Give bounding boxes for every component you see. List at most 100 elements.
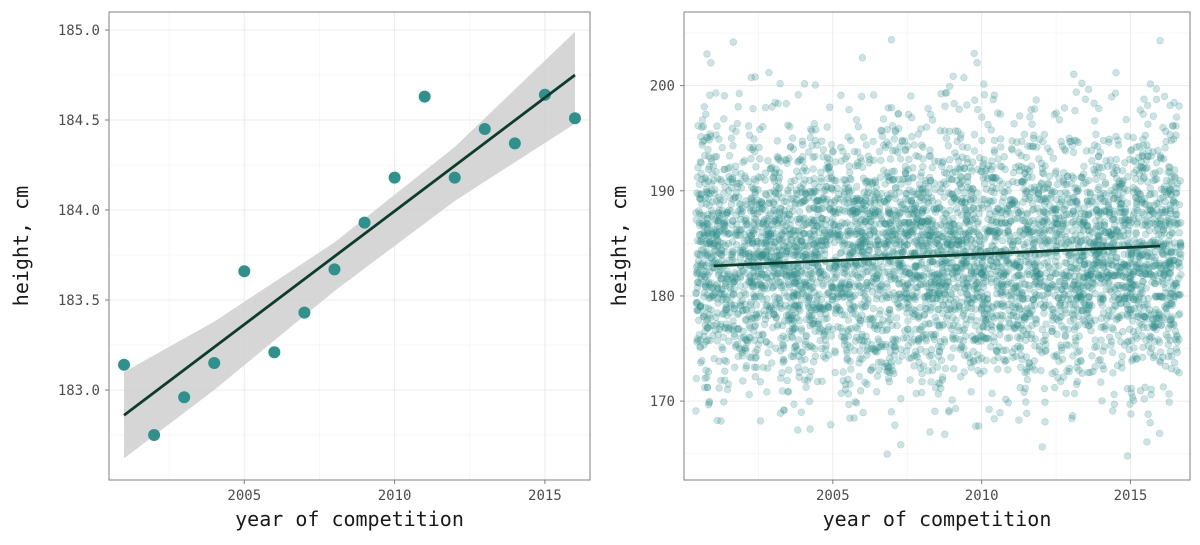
jitter-point	[968, 243, 976, 251]
jitter-point	[692, 407, 700, 415]
jitter-point	[842, 346, 851, 354]
jitter-point	[827, 173, 836, 181]
jitter-point	[926, 319, 934, 328]
jitter-point	[1058, 322, 1066, 330]
jitter-point	[808, 311, 816, 320]
jitter-point	[956, 336, 964, 344]
jitter-point	[1091, 363, 1099, 371]
jitter-point	[844, 390, 853, 398]
jitter-point	[967, 267, 975, 275]
jitter-point	[1028, 257, 1036, 266]
jitter-point	[755, 331, 763, 339]
jitter-point	[978, 136, 986, 145]
jitter-point	[1143, 251, 1152, 260]
jitter-point	[824, 323, 833, 331]
jitter-point	[1084, 211, 1093, 220]
jitter-point	[736, 282, 744, 290]
jitter-point	[825, 155, 833, 163]
jitter-point	[823, 153, 832, 162]
jitter-point	[902, 189, 910, 198]
jitter-point	[1129, 327, 1138, 336]
jitter-point	[928, 258, 936, 266]
jitter-point	[886, 155, 895, 163]
jitter-point	[1079, 170, 1088, 178]
jitter-point	[958, 143, 967, 151]
jitter-point	[1147, 391, 1155, 399]
jitter-point	[1081, 95, 1090, 104]
jitter-point	[1004, 187, 1012, 195]
jitter-point	[1143, 101, 1152, 110]
jitter-point	[990, 136, 999, 145]
jitter-point	[970, 269, 978, 278]
jitter-point	[727, 207, 735, 215]
jitter-point	[1117, 299, 1125, 307]
jitter-point	[1043, 144, 1052, 152]
jitter-point	[913, 239, 921, 248]
jitter-point	[808, 127, 816, 135]
jitter-point	[1008, 137, 1016, 145]
jitter-point	[1053, 285, 1061, 294]
jitter-point	[1068, 412, 1077, 420]
jitter-point	[809, 358, 818, 366]
jitter-point	[1123, 132, 1132, 141]
jitter-point	[898, 137, 906, 145]
jitter-point	[1000, 229, 1009, 237]
jitter-point	[1070, 326, 1079, 334]
jitter-point	[1004, 180, 1013, 189]
jitter-point	[1015, 112, 1024, 120]
jitter-point	[800, 230, 808, 238]
jitter-point	[998, 263, 1006, 271]
jitter-point	[1167, 315, 1176, 323]
jitter-point	[888, 147, 897, 155]
jitter-point	[751, 185, 759, 193]
jitter-point	[1090, 193, 1099, 202]
jitter-point	[759, 122, 767, 131]
jitter-point	[1030, 220, 1039, 228]
jitter-point	[1150, 324, 1158, 332]
jitter-point	[814, 237, 823, 246]
jitter-point	[953, 240, 962, 249]
jitter-point	[758, 205, 767, 213]
jitter-point	[940, 335, 949, 344]
jitter-point	[879, 166, 888, 175]
jitter-point	[761, 169, 770, 177]
jitter-point	[1022, 153, 1030, 162]
jitter-point	[976, 167, 985, 176]
jitter-point	[746, 272, 754, 280]
jitter-point	[884, 367, 892, 375]
jitter-point	[716, 320, 725, 328]
jitter-point	[1069, 70, 1078, 79]
jitter-point	[916, 273, 924, 282]
jitter-point	[1052, 109, 1060, 117]
jitter-point	[724, 326, 733, 334]
jitter-point	[739, 377, 747, 385]
jitter-point	[941, 338, 949, 346]
jitter-point	[1139, 323, 1148, 331]
jitter-point	[805, 397, 814, 406]
jitter-point	[929, 299, 937, 308]
jitter-point	[1022, 398, 1030, 406]
jitter-point	[1052, 352, 1060, 361]
jitter-point	[967, 226, 975, 234]
jitter-point	[782, 267, 790, 275]
jitter-point	[876, 274, 884, 283]
jitter-point	[943, 268, 951, 276]
jitter-point	[1020, 280, 1028, 288]
jitter-point	[909, 226, 917, 234]
jitter-point	[1084, 301, 1093, 310]
jitter-point	[727, 134, 736, 142]
jitter-point	[992, 278, 1001, 286]
jitter-point	[1071, 334, 1080, 342]
jitter-point	[797, 198, 806, 206]
jitter-point	[890, 271, 899, 280]
jitter-point	[954, 323, 962, 331]
jitter-point	[1007, 295, 1015, 303]
jitter-point	[1152, 85, 1161, 93]
jitter-point	[1152, 95, 1161, 104]
jitter-point	[734, 102, 742, 111]
jitter-point	[801, 241, 809, 250]
jitter-point	[863, 351, 871, 359]
jitter-point	[983, 334, 991, 342]
jitter-point	[833, 194, 842, 203]
jitter-point	[1065, 367, 1073, 376]
